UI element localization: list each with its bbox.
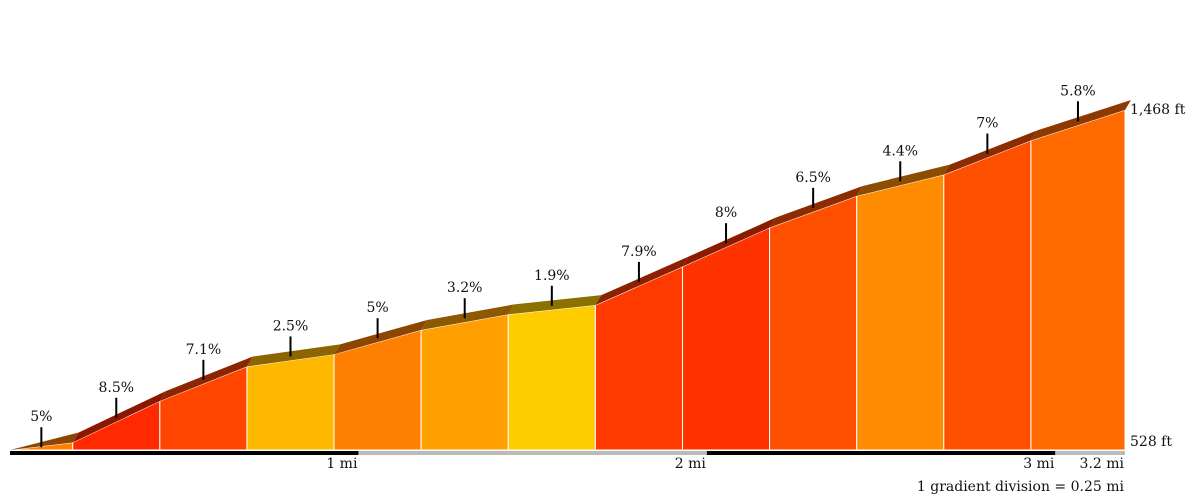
segment-band-5: [334, 319, 428, 355]
segment-band-9: [682, 217, 776, 267]
segment-band-13: [1030, 100, 1131, 141]
elevation-max-label: 1,468 ft: [1130, 102, 1186, 118]
grade-label-2: 8.5%: [98, 380, 134, 396]
segment-band-6: [421, 304, 515, 330]
segment-fill-9: [681, 226, 771, 451]
segment-band-1: [10, 432, 79, 450]
grade-label-8: 7.9%: [621, 244, 657, 260]
mile-label-3: 3 mi: [1023, 456, 1055, 472]
elevation-min-label: 528 ft: [1130, 434, 1172, 450]
segment-band-10: [769, 186, 863, 228]
segment-fill-4: [246, 353, 335, 451]
grade-label-4: 2.5%: [273, 318, 309, 334]
distance-bar-3: [706, 451, 1056, 455]
distance-bar-2: [358, 451, 707, 455]
grade-label-10: 6.5%: [795, 170, 831, 186]
segment-band-12: [943, 130, 1037, 175]
segment-band-7: [508, 295, 602, 315]
segment-band-2: [72, 391, 166, 443]
grade-label-1: 5%: [30, 409, 52, 425]
segment-fill-10: [769, 195, 858, 451]
segment-band-11: [856, 164, 950, 197]
segment-band-8: [595, 256, 689, 306]
distance-bar-4: [1055, 451, 1125, 455]
mile-label-4: 3.2 mi: [1080, 456, 1125, 472]
grade-label-5: 5%: [366, 300, 388, 316]
grade-label-6: 3.2%: [447, 280, 483, 296]
segment-fill-11: [856, 173, 945, 451]
distance-bar-1: [10, 451, 359, 455]
segment-fill-7: [507, 304, 596, 451]
segment-fill-13: [1030, 109, 1126, 451]
segment-band-3: [159, 356, 253, 402]
mile-label-1: 1 mi: [326, 456, 358, 472]
grade-label-3: 7.1%: [186, 342, 222, 358]
gradient-division-note: 1 gradient division = 0.25 mi: [917, 479, 1125, 495]
grade-label-12: 7%: [976, 116, 998, 132]
grade-label-11: 4.4%: [882, 143, 918, 159]
segment-band-4: [246, 344, 341, 367]
grade-label-7: 1.9%: [534, 268, 570, 284]
segment-fill-6: [420, 313, 509, 451]
mile-label-2: 2 mi: [675, 456, 707, 472]
distance-axis: 1 mi 2 mi 3 mi 3.2 mi: [10, 451, 1125, 472]
grade-label-9: 8%: [715, 205, 737, 221]
grade-labels: 5% 8.5% 7.1% 2.5% 5% 3.2% 1.9% 7.9% 8% 6.5% 4.4% 7%…: [30, 83, 1096, 448]
segment-fill-12: [943, 139, 1032, 451]
segment-top-bands: [10, 100, 1131, 450]
grade-label-13: 5.8%: [1060, 83, 1096, 99]
segment-fills: [9, 109, 1126, 451]
